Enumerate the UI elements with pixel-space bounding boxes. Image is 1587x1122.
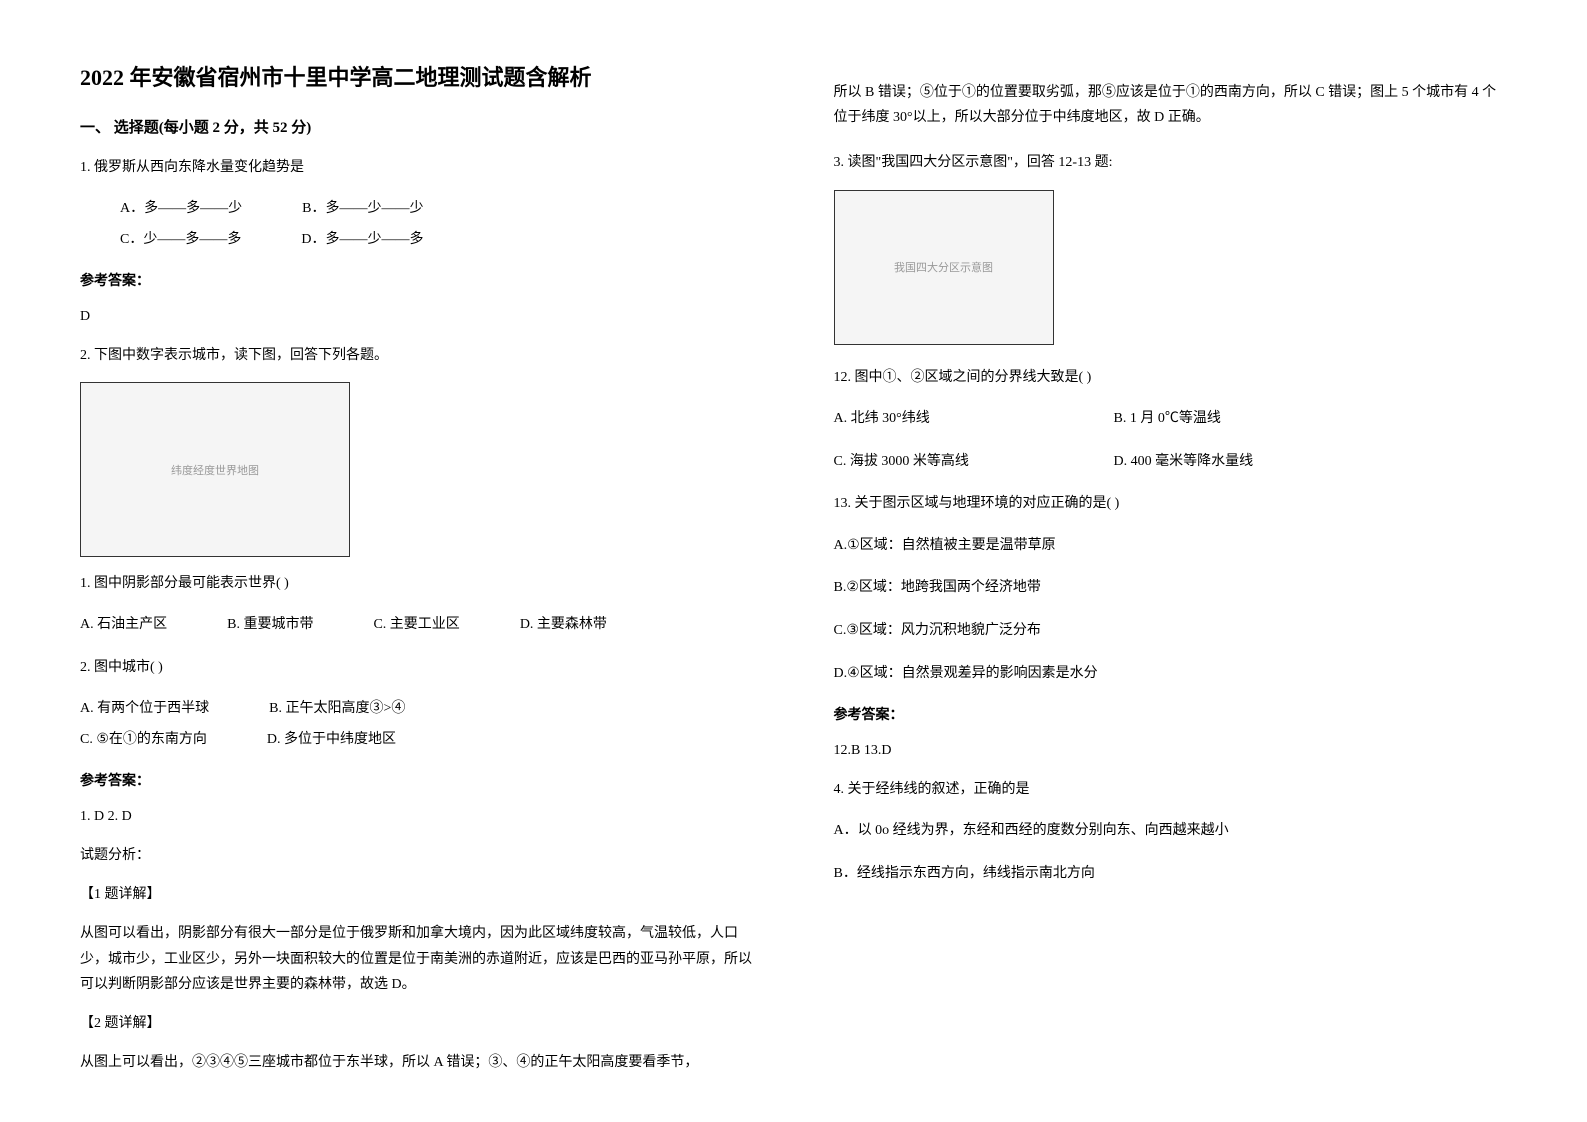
left-column: 2022 年安徽省宿州市十里中学高二地理测试题含解析 一、 选择题(每小题 2 … — [80, 60, 754, 1089]
q1-option-c: C．少——多——多 — [120, 225, 241, 256]
q3-answer: 12.B 13.D — [834, 738, 1508, 763]
q1-option-d: D．多——少——多 — [301, 225, 423, 256]
q1-answer: D — [80, 304, 754, 329]
q1-stem: 1. 俄罗斯从西向东降水量变化趋势是 — [80, 155, 754, 180]
q2-sub2-d: D. 多位于中纬度地区 — [267, 725, 396, 756]
q3-sub12-d: D. 400 毫米等降水量线 — [1114, 447, 1254, 478]
q3-sub13-a: A.①区域：自然植被主要是温带草原 — [834, 531, 1508, 562]
q3-sub13-d: D.④区域：自然景观差异的影响因素是水分 — [834, 659, 1508, 690]
q2-sub2: 2. 图中城市( ) — [80, 655, 754, 680]
q4-option-a: A．以 0o 经线为界，东经和西经的度数分别向东、向西越来越小 — [834, 816, 1508, 847]
q2-sub1-b: B. 重要城市带 — [227, 610, 313, 641]
answer-label-2: 参考答案： — [80, 770, 754, 790]
q2-sub2-options: A. 有两个位于西半球 B. 正午太阳高度③>④ C. ⑤在①的东南方向 D. … — [80, 694, 754, 756]
q2-sub2-c: C. ⑤在①的东南方向 — [80, 725, 207, 756]
q3-sub12: 12. 图中①、②区域之间的分界线大致是( ) — [834, 365, 1508, 390]
answer-label: 参考答案： — [80, 270, 754, 290]
col2-continuation: 所以 B 错误；⑤位于①的位置要取劣弧，那⑤应该是位于①的西南方向，所以 C 错… — [834, 80, 1508, 130]
q2-figure: 纬度经度世界地图 — [80, 382, 350, 557]
page-container: 2022 年安徽省宿州市十里中学高二地理测试题含解析 一、 选择题(每小题 2 … — [80, 60, 1507, 1089]
q2-exp2-title: 【2 题详解】 — [80, 1011, 754, 1036]
q2-answer-text: 1. D 2. D — [80, 804, 132, 829]
q1-options: A．多——多——少 B．多——少——少 C．少——多——多 D．多——少——多 — [80, 194, 754, 256]
q2-sub1-d: D. 主要森林带 — [520, 610, 607, 641]
q3-sub12-options: A. 北纬 30°纬线 B. 1 月 0℃等温线 C. 海拔 3000 米等高线… — [834, 404, 1508, 478]
q2-exp1-title: 【1 题详解】 — [80, 882, 754, 907]
q2-sub1: 1. 图中阴影部分最可能表示世界( ) — [80, 571, 754, 596]
q2-exp2-body: 从图上可以看出，②③④⑤三座城市都位于东半球，所以 A 错误；③、④的正午太阳高… — [80, 1050, 754, 1075]
q1-option-b: B．多——少——少 — [302, 194, 423, 225]
q2-sub2-b: B. 正午太阳高度③>④ — [269, 694, 405, 725]
q3-sub13-options: A.①区域：自然植被主要是温带草原 B.②区域：地跨我国两个经济地带 C.③区域… — [834, 531, 1508, 690]
q4-stem: 4. 关于经纬线的叙述，正确的是 — [834, 777, 1508, 802]
q2-exp1-body: 从图可以看出，阴影部分有很大一部分是位于俄罗斯和加拿大境内，因为此区域纬度较高，… — [80, 921, 754, 997]
q3-sub13-b: B.②区域：地跨我国两个经济地带 — [834, 573, 1508, 604]
document-title: 2022 年安徽省宿州市十里中学高二地理测试题含解析 — [80, 60, 754, 92]
q4-options: A．以 0o 经线为界，东经和西经的度数分别向东、向西越来越小 B．经线指示东西… — [834, 816, 1508, 890]
q3-sub13: 13. 关于图示区域与地理环境的对应正确的是( ) — [834, 491, 1508, 516]
q2-sub1-c: C. 主要工业区 — [373, 610, 459, 641]
q2-sub2-a: A. 有两个位于西半球 — [80, 694, 209, 725]
q1-option-a: A．多——多——少 — [120, 194, 242, 225]
section-heading: 一、 选择题(每小题 2 分，共 52 分) — [80, 116, 754, 137]
q2-sub1-a: A. 石油主产区 — [80, 610, 167, 641]
answer-label-3: 参考答案： — [834, 704, 1508, 724]
q3-sub13-c: C.③区域：风力沉积地貌广泛分布 — [834, 616, 1508, 647]
right-column: 所以 B 错误；⑤位于①的位置要取劣弧，那⑤应该是位于①的西南方向，所以 C 错… — [834, 60, 1508, 1089]
q2-sub1-options: A. 石油主产区 B. 重要城市带 C. 主要工业区 D. 主要森林带 — [80, 610, 754, 641]
analysis-label: 试题分析： — [80, 843, 754, 868]
q2-answer: 1. D 2. D — [80, 804, 754, 829]
q2-stem: 2. 下图中数字表示城市，读下图，回答下列各题。 — [80, 343, 754, 368]
q3-sub12-a: A. 北纬 30°纬线 — [834, 404, 1054, 435]
q3-sub12-b: B. 1 月 0℃等温线 — [1114, 404, 1221, 435]
q3-figure: 我国四大分区示意图 — [834, 190, 1054, 345]
q3-stem: 3. 读图"我国四大分区示意图"，回答 12-13 题: — [834, 150, 1508, 175]
q4-option-b: B．经线指示东西方向，纬线指示南北方向 — [834, 859, 1508, 890]
q3-sub12-c: C. 海拔 3000 米等高线 — [834, 447, 1054, 478]
